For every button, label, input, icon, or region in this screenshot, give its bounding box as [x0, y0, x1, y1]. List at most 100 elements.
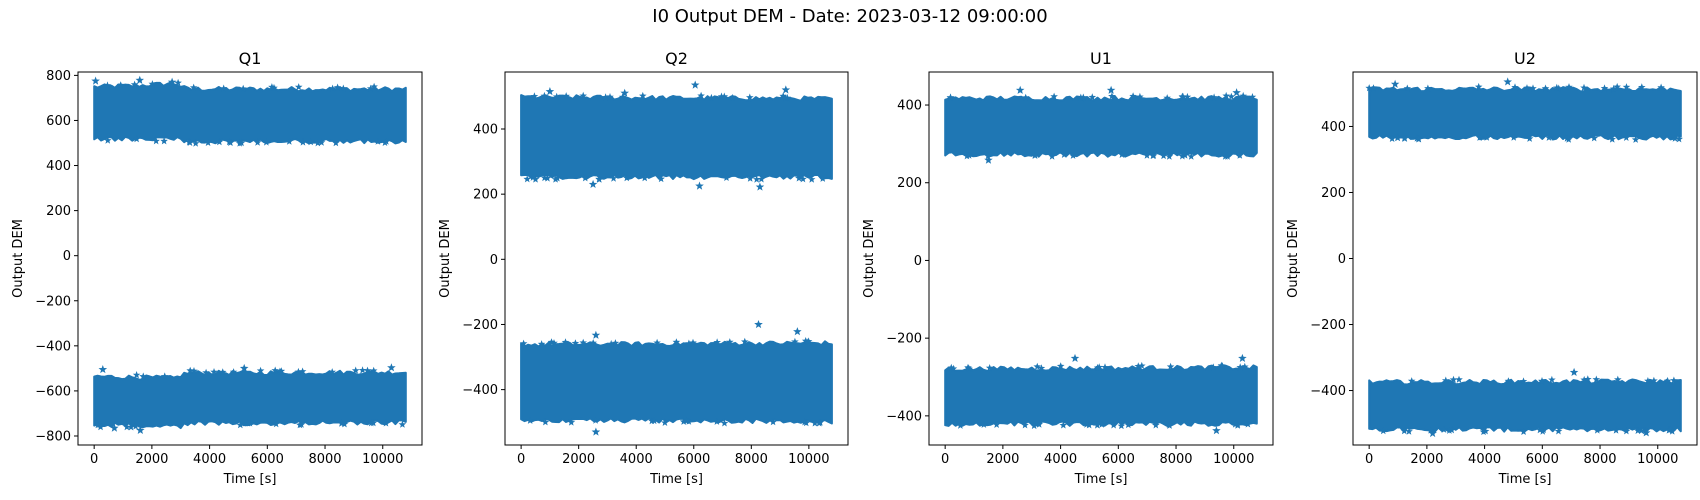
data-point — [963, 152, 971, 160]
data-point — [218, 368, 227, 376]
data-point — [1440, 425, 1448, 433]
outlier-point — [1232, 88, 1241, 97]
data-point — [239, 84, 247, 92]
subplot-q1: 0 2000 4000 6000 8000 10000 −800 −600 −400 −200 0 2… — [11, 49, 423, 487]
data-point — [540, 173, 549, 182]
data-point — [1097, 420, 1106, 428]
data-point — [1218, 362, 1227, 370]
data-point — [523, 175, 531, 183]
data-point — [543, 174, 552, 182]
data-point — [562, 92, 570, 100]
data-band-1 — [93, 81, 407, 145]
data-point — [591, 416, 600, 424]
data-point — [1614, 375, 1622, 383]
data-point — [1037, 364, 1046, 372]
data-point — [1405, 427, 1413, 435]
data-point — [811, 419, 819, 427]
outlier-point — [136, 425, 145, 434]
data-point — [1124, 420, 1133, 429]
outlier-point — [1390, 79, 1400, 88]
data-point — [1166, 362, 1175, 370]
data-point — [1539, 425, 1548, 433]
x-tick-label: 4000 — [1468, 452, 1501, 467]
y-tick-label: 200 — [897, 176, 922, 191]
data-point — [1407, 377, 1416, 385]
data-point — [1082, 420, 1091, 428]
data-point — [256, 366, 265, 374]
data-point — [272, 420, 280, 428]
data-point — [791, 337, 799, 345]
data-point — [1564, 135, 1573, 143]
data-point — [174, 78, 182, 87]
x-tick-label: 6000 — [677, 452, 710, 467]
y-tick-label: 200 — [46, 204, 71, 219]
data-point — [1650, 376, 1658, 384]
data-point — [1631, 135, 1640, 143]
data-point — [1239, 91, 1247, 100]
x-tick-label: 10000 — [1213, 452, 1254, 467]
y-tick-label: −800 — [35, 429, 71, 444]
data-point — [726, 338, 734, 346]
data-point — [1426, 426, 1435, 434]
data-point — [519, 339, 528, 347]
data-point — [190, 367, 198, 375]
data-point — [294, 83, 303, 91]
data-point — [340, 420, 349, 428]
data-point — [713, 338, 721, 346]
data-point — [1165, 421, 1174, 429]
data-point — [550, 339, 558, 347]
subplot-u2: 0 2000 4000 6000 8000 10000 −400 −200 0 200 400 U2 T… — [1286, 49, 1698, 487]
subplot-title: U1 — [1090, 49, 1112, 68]
data-point — [697, 91, 705, 99]
data-point — [366, 84, 375, 92]
y-tick-label: −400 — [35, 339, 71, 354]
data-point — [717, 92, 726, 100]
outlier-point — [755, 182, 765, 191]
data-point — [1622, 427, 1631, 435]
outlier-point — [1238, 353, 1247, 362]
y-axis-label: Output DEM — [438, 219, 453, 298]
data-point — [757, 175, 766, 183]
data-point — [1449, 375, 1458, 383]
data-point — [799, 175, 807, 183]
data-point — [741, 337, 749, 345]
y-tick-label: −600 — [35, 384, 71, 399]
data-point — [1608, 135, 1616, 143]
data-point — [639, 91, 647, 100]
data-point — [728, 93, 737, 102]
data-point — [1079, 93, 1088, 101]
data-point — [992, 420, 1001, 428]
data-point — [1187, 152, 1195, 160]
data-point — [722, 173, 731, 181]
data-point — [1511, 83, 1519, 91]
data-point — [1548, 375, 1556, 384]
data-point — [985, 364, 994, 372]
data-point — [609, 174, 618, 182]
data-point — [819, 174, 827, 182]
data-point — [1118, 150, 1126, 158]
outlier-point — [588, 179, 598, 188]
data-band-2 — [944, 364, 1258, 427]
data-point — [1675, 135, 1683, 143]
data-point — [139, 372, 148, 380]
outlier-point — [167, 77, 177, 86]
data-point — [160, 372, 169, 380]
data-point — [1415, 135, 1423, 143]
data-point — [314, 139, 322, 147]
data-point — [1580, 375, 1588, 384]
outlier-point — [591, 427, 601, 436]
data-point — [328, 84, 337, 92]
data-point — [186, 366, 194, 374]
data-point — [1634, 426, 1642, 434]
data-point — [1668, 427, 1676, 435]
data-point — [601, 93, 610, 101]
data-point — [191, 139, 200, 147]
data-point — [1670, 376, 1678, 384]
data-point — [333, 83, 342, 91]
data-band-1 — [520, 94, 833, 181]
data-point — [1400, 427, 1409, 435]
data-point — [1479, 427, 1488, 436]
x-tick-label: 8000 — [1583, 452, 1616, 467]
data-point — [1069, 151, 1077, 159]
data-point — [382, 419, 390, 427]
